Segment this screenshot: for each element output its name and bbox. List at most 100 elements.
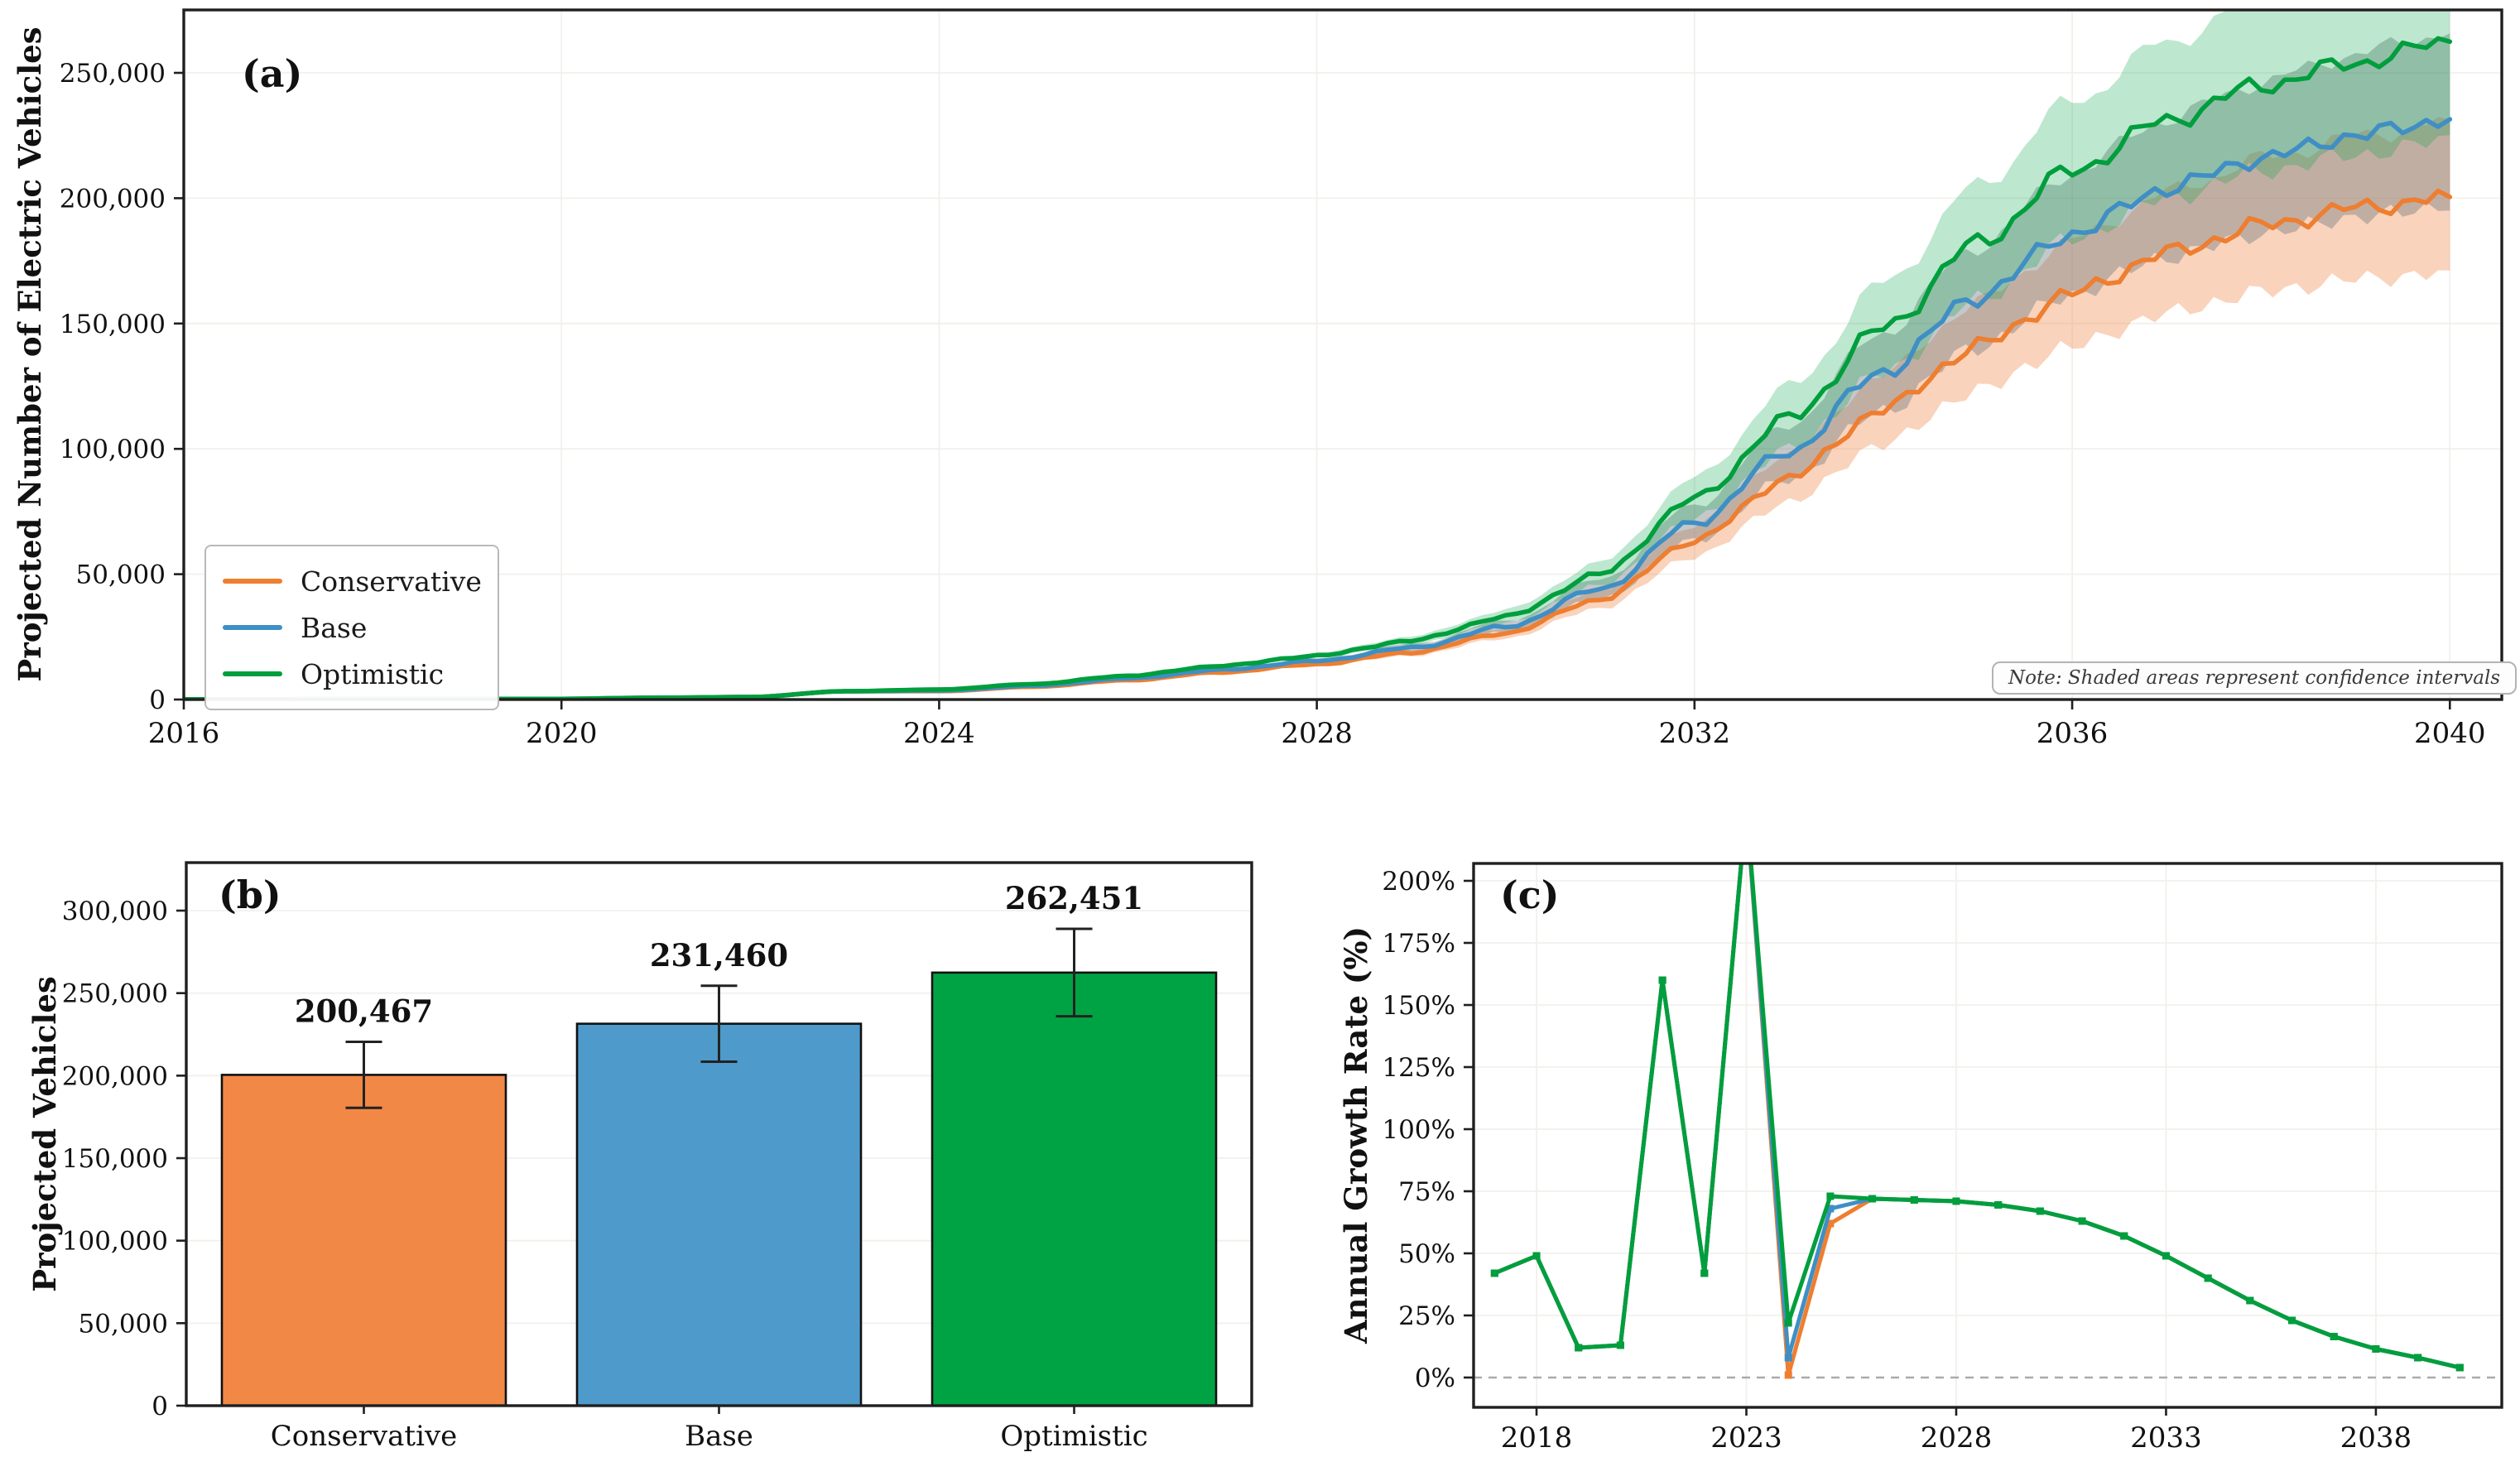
legend-label: Conservative xyxy=(301,565,482,598)
panel-c-ylabel: Annual Growth Rate (%) xyxy=(1338,926,1374,1344)
panel-a-letter: (a) xyxy=(242,51,303,96)
data-point-marker xyxy=(1700,1269,1709,1277)
panel-b-ylabel: Projected Vehicles xyxy=(26,976,63,1292)
y-tick-label: 100,000 xyxy=(60,435,166,464)
legend-item-optimistic: Optimistic xyxy=(223,651,481,697)
y-tick-label: 200,000 xyxy=(62,1061,168,1091)
data-point-marker xyxy=(1784,1354,1792,1362)
bar-value-label: 231,460 xyxy=(650,937,788,974)
data-point-marker xyxy=(2288,1316,2296,1325)
data-point-marker xyxy=(2162,1252,2170,1260)
data-point-marker xyxy=(1575,1344,1583,1352)
y-tick-label: 0 xyxy=(149,685,166,715)
data-point-marker xyxy=(1826,1219,1835,1228)
panel-c-letter: (c) xyxy=(1500,873,1560,917)
x-tick-label: 2023 xyxy=(1710,1421,1782,1455)
y-tick-label: 0% xyxy=(1415,1363,1455,1393)
growth-lines xyxy=(1490,803,2464,1379)
panel-c-frame xyxy=(1472,862,2503,1409)
y-tick-label: 150,000 xyxy=(60,310,166,339)
x-tick-label: 2016 xyxy=(148,717,220,750)
x-tick-label: 2033 xyxy=(2130,1421,2202,1455)
x-tick-label: 2036 xyxy=(2037,717,2109,750)
x-tick-label: 2038 xyxy=(2340,1421,2412,1455)
y-tick-label: 150% xyxy=(1382,991,1455,1021)
data-point-marker xyxy=(1784,1319,1792,1327)
y-tick-label: 200,000 xyxy=(60,184,166,214)
data-point-marker xyxy=(1616,1341,1624,1349)
y-tick-label: 150,000 xyxy=(62,1144,168,1174)
y-tick-label: 50% xyxy=(1398,1239,1455,1269)
x-tick-label: 2024 xyxy=(903,717,975,750)
category-label: Base xyxy=(685,1420,753,1453)
data-point-marker xyxy=(1784,1371,1792,1379)
legend-item-conservative: Conservative xyxy=(223,558,482,604)
y-tick-label: 0 xyxy=(151,1392,168,1421)
data-point-marker xyxy=(2036,1207,2044,1215)
optimistic-confidence-band xyxy=(184,10,2450,700)
data-point-marker xyxy=(1952,1197,1960,1205)
y-tick-label: 75% xyxy=(1398,1177,1455,1207)
data-point-marker xyxy=(1994,1201,2003,1209)
base-bar xyxy=(575,1022,863,1407)
y-tick-label: 300,000 xyxy=(62,897,168,926)
base-line-swatch xyxy=(223,625,282,630)
bar-value-label: 262,451 xyxy=(1005,880,1143,916)
bar-value-label: 200,467 xyxy=(295,993,433,1030)
panel-a-frame xyxy=(182,8,2503,701)
conservative-bar xyxy=(220,1074,507,1407)
y-tick-label: 250,000 xyxy=(62,979,168,1009)
y-tick-label: 175% xyxy=(1382,929,1455,959)
y-tick-label: 200% xyxy=(1382,867,1455,897)
data-point-marker xyxy=(2204,1274,2212,1282)
data-point-marker xyxy=(1490,1269,1498,1277)
data-point-marker xyxy=(2078,1217,2086,1225)
data-point-marker xyxy=(1868,1195,1877,1203)
category-label: Optimistic xyxy=(1000,1420,1147,1453)
legend-item-base: Base xyxy=(223,604,481,651)
category-label: Conservative xyxy=(271,1420,458,1453)
y-tick-label: 125% xyxy=(1382,1053,1455,1083)
confidence-note: Note: Shaded areas represent confidence … xyxy=(1992,661,2518,695)
x-tick-label: 2020 xyxy=(526,717,598,750)
base-growth-line xyxy=(1493,863,2460,1370)
data-point-marker xyxy=(2372,1345,2380,1353)
x-tick-label: 2028 xyxy=(1281,717,1353,750)
x-tick-label: 2032 xyxy=(1659,717,1731,750)
data-point-marker xyxy=(1910,1196,1918,1204)
x-tick-label: 2028 xyxy=(1921,1421,1993,1455)
optimistic-bar xyxy=(931,971,1218,1407)
optimistic-line-swatch xyxy=(223,671,282,676)
y-tick-label: 100,000 xyxy=(62,1227,168,1257)
optimistic-growth-line xyxy=(1493,863,2460,1370)
data-point-marker xyxy=(1743,803,1750,810)
y-tick-label: 50,000 xyxy=(76,560,166,590)
panel-a-ylabel: Projected Number of Electric Vehicles xyxy=(12,26,48,682)
data-point-marker xyxy=(2246,1296,2254,1305)
panel-b-frame xyxy=(185,861,1253,1407)
y-tick-label: 25% xyxy=(1398,1301,1455,1331)
data-point-marker xyxy=(1658,976,1666,984)
conservative-line-swatch xyxy=(223,579,282,584)
panel-b-letter: (b) xyxy=(219,873,281,917)
data-point-marker xyxy=(1743,803,1750,810)
conservative-growth-line xyxy=(1493,863,2460,1378)
legend-label: Optimistic xyxy=(301,657,445,690)
data-point-marker xyxy=(1532,1252,1541,1260)
y-tick-label: 250,000 xyxy=(60,59,166,89)
legend: Conservative Base Optimistic xyxy=(204,545,499,710)
x-tick-label: 2018 xyxy=(1501,1421,1573,1455)
data-point-marker xyxy=(1826,1205,1835,1213)
data-point-marker xyxy=(2330,1333,2338,1340)
y-tick-label: 100% xyxy=(1382,1115,1455,1145)
x-tick-label: 2040 xyxy=(2414,717,2486,750)
y-tick-label: 50,000 xyxy=(79,1309,168,1339)
data-point-marker xyxy=(2120,1232,2128,1240)
legend-label: Base xyxy=(301,611,368,644)
data-point-marker xyxy=(1743,803,1750,810)
data-point-marker xyxy=(1826,1192,1835,1200)
data-point-marker xyxy=(2414,1354,2422,1362)
data-point-marker xyxy=(2455,1363,2464,1372)
